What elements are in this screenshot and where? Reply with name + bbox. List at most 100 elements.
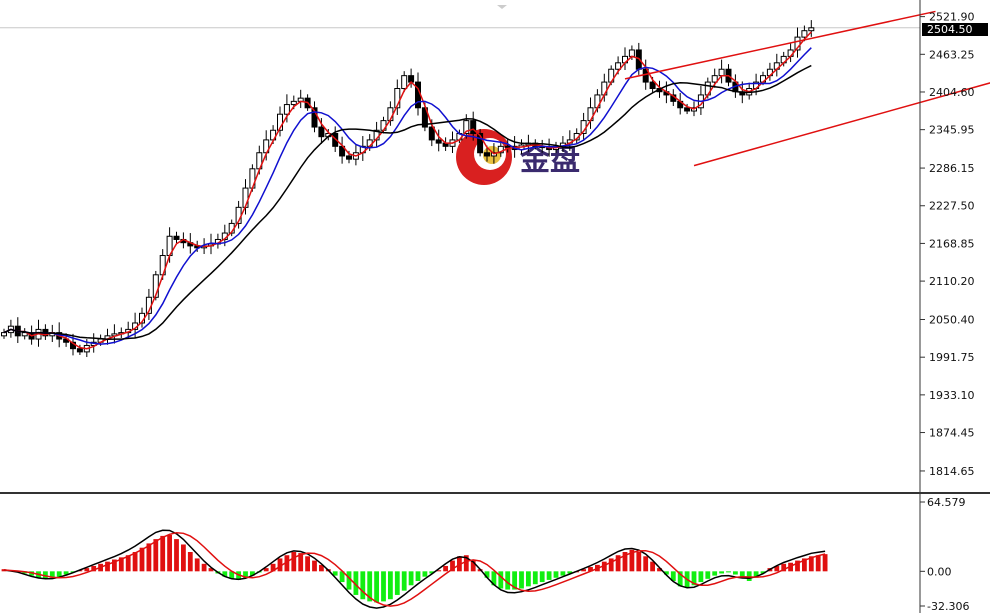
macd-bar-positive: [132, 551, 138, 572]
macd-plot: [1, 529, 828, 609]
candle-up: [1, 332, 7, 337]
macd-bar-negative: [739, 571, 745, 578]
macd-bar-positive: [263, 568, 269, 572]
macd-bar-positive: [284, 555, 290, 572]
macd-bar-negative: [664, 571, 669, 575]
macd-bar-positive: [781, 563, 787, 572]
macd-bar-positive: [187, 551, 193, 572]
macd-bar-negative: [705, 571, 711, 579]
macd-bar-negative: [401, 571, 407, 591]
candle-up: [628, 49, 635, 57]
macd-bar-negative: [243, 571, 248, 578]
macd-bar-positive: [795, 560, 800, 572]
macd-bar-positive: [470, 560, 476, 572]
macd-bar-positive: [629, 549, 635, 572]
macd-bar-positive: [463, 555, 469, 572]
candle-down: [470, 120, 477, 134]
macd-bar-positive: [436, 570, 442, 572]
main-plot: [0, 10, 990, 358]
macd-bar-positive: [208, 568, 214, 572]
channel-line: [693, 82, 990, 167]
macd-bar-negative: [484, 571, 490, 578]
macd-bar-negative: [429, 571, 435, 574]
macd-bar-negative: [560, 571, 566, 576]
macd-line: [3, 529, 826, 609]
macd-bar-positive: [312, 560, 317, 572]
macd-bar-positive: [91, 565, 97, 572]
macd-bar-positive: [774, 565, 780, 572]
macd-bar-negative: [719, 571, 724, 574]
macd-bar-negative: [394, 571, 400, 595]
candle-down: [311, 107, 318, 128]
macd-bar-negative: [367, 571, 373, 602]
macd-bar-negative: [498, 571, 504, 589]
macd-bar-positive: [181, 544, 186, 572]
macd-bar-negative: [512, 571, 517, 590]
ma-mid-line: [3, 47, 812, 345]
macd-bar-positive: [588, 567, 593, 572]
price-tick-label: 2286.15: [929, 162, 975, 175]
macd-bar-negative: [753, 571, 759, 578]
macd-bar-negative: [408, 571, 414, 586]
candle-up: [394, 88, 401, 109]
macd-bar-negative: [422, 571, 428, 577]
macd-bar-negative: [353, 571, 359, 595]
macd-bar-positive: [105, 561, 110, 572]
macd-bar-negative: [670, 571, 676, 581]
macd-bar-negative: [346, 571, 352, 590]
candle-down: [346, 155, 352, 160]
candle-up: [401, 75, 408, 90]
macd-bar-positive: [277, 558, 283, 572]
macd-bar-negative: [491, 571, 497, 586]
price-tick-label: 1814.65: [929, 465, 975, 478]
price-tick-label: 2168.85: [929, 237, 975, 250]
macd-bar-positive: [160, 535, 166, 572]
macd-bar-positive: [636, 551, 642, 572]
macd-bar-positive: [112, 559, 117, 572]
macd-bar-positive: [153, 539, 159, 572]
macd-bar-negative: [546, 571, 552, 580]
scroll-marker-icon[interactable]: [497, 5, 507, 9]
candle-up: [718, 68, 725, 77]
macd-bar-negative: [519, 571, 524, 589]
candle-down: [332, 132, 339, 147]
macd-bar-positive: [270, 563, 276, 572]
macd-bar-positive: [139, 547, 145, 572]
macd-bar-negative: [553, 571, 559, 578]
macd-bar-negative: [381, 571, 386, 602]
macd-bar-positive: [450, 560, 455, 572]
candle-up: [711, 75, 718, 83]
candle-up: [463, 120, 470, 134]
candle-up: [801, 30, 808, 38]
candle-down: [173, 235, 180, 240]
macd-bar-negative: [746, 571, 752, 581]
macd-bar-negative: [43, 571, 48, 579]
candle-up: [21, 332, 28, 337]
macd-bar-negative: [332, 571, 338, 576]
macd-bar-positive: [319, 564, 324, 572]
price-tick-label: 2050.40: [929, 314, 975, 327]
macd-bar-positive: [298, 553, 304, 572]
candle-down: [684, 107, 691, 112]
price-tick-label: 2345.95: [929, 124, 975, 137]
macd-bar-positive: [443, 565, 448, 572]
macd-bar-negative: [726, 571, 731, 573]
price-tick-label: 1991.75: [929, 351, 975, 364]
macd-bar-positive: [650, 561, 655, 572]
macd-bar-positive: [615, 555, 621, 572]
macd-bar-positive: [201, 563, 207, 572]
current-price-tag: 2504.50: [922, 23, 988, 36]
candle-up: [283, 104, 290, 115]
macd-bar-negative: [339, 571, 345, 583]
candle-up: [808, 27, 815, 32]
macd-bar-negative: [415, 571, 421, 581]
macd-tick-label: -32.306: [927, 600, 969, 613]
macd-bar-negative: [539, 571, 545, 583]
current-price-label: 2504.50: [927, 23, 973, 36]
price-tick-label: 2463.25: [929, 48, 975, 61]
price-tick-label: 2227.50: [929, 200, 975, 213]
macd-bar-positive: [622, 551, 628, 572]
macd-bar-negative: [532, 571, 538, 585]
